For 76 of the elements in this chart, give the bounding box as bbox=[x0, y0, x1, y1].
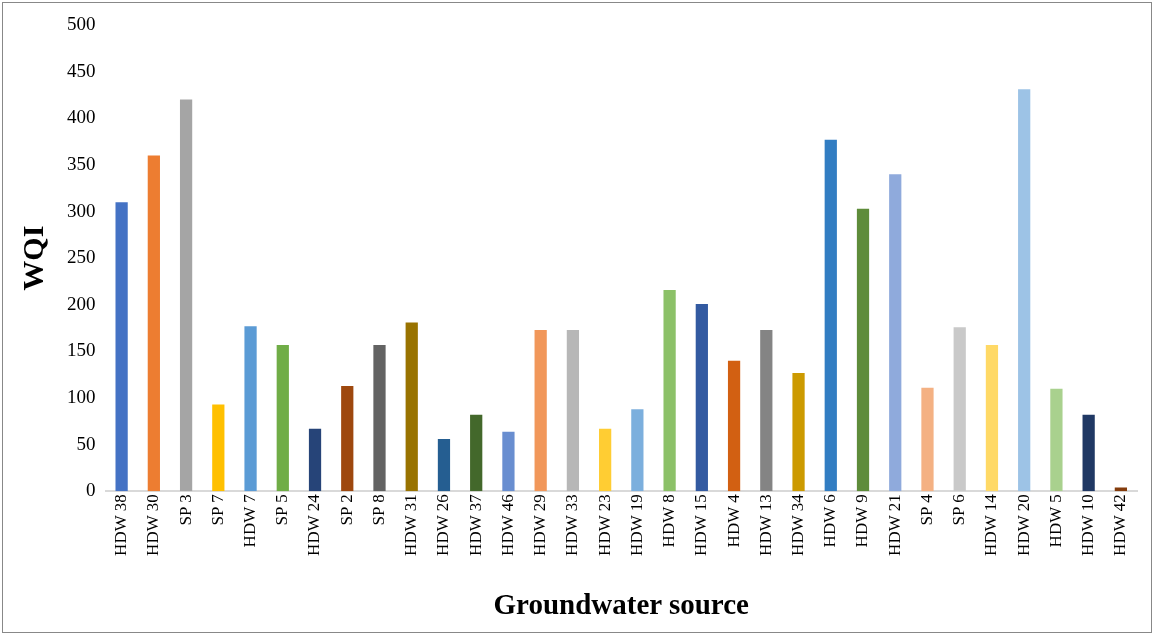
bar bbox=[437, 439, 451, 492]
y-tick-label: 100 bbox=[67, 386, 96, 408]
x-tick-label: SP 7 bbox=[207, 493, 227, 526]
x-tick-label: SP 4 bbox=[916, 493, 936, 526]
bar bbox=[502, 431, 515, 492]
bar bbox=[631, 409, 644, 492]
bar bbox=[470, 414, 483, 492]
bar bbox=[695, 303, 708, 492]
y-tick-label: 350 bbox=[67, 152, 96, 174]
y-tick-label: 400 bbox=[67, 106, 96, 128]
x-tick-label: SP 2 bbox=[336, 494, 356, 526]
bar bbox=[179, 99, 193, 492]
bar bbox=[824, 139, 837, 492]
bar bbox=[953, 327, 966, 492]
bar bbox=[599, 428, 612, 492]
y-tick-label: 0 bbox=[86, 479, 96, 501]
y-tick-label: 50 bbox=[76, 432, 96, 454]
x-tick-label: SP 8 bbox=[368, 494, 388, 526]
x-tick-label: HDW 13 bbox=[755, 494, 775, 556]
y-tick-label: 500 bbox=[67, 12, 96, 34]
y-tick-label: 200 bbox=[67, 292, 96, 314]
y-tick-label: 250 bbox=[67, 246, 96, 268]
y-tick-label: 300 bbox=[67, 199, 96, 221]
x-tick-label: HDW 38 bbox=[111, 494, 131, 556]
bar bbox=[212, 404, 225, 492]
bar bbox=[1050, 388, 1063, 492]
bar bbox=[1018, 89, 1031, 492]
bar bbox=[760, 329, 773, 492]
y-tick-label: 450 bbox=[67, 59, 96, 81]
x-tick-label: HDW 5 bbox=[1045, 494, 1065, 548]
y-tick-label: 150 bbox=[67, 339, 96, 361]
bar bbox=[727, 360, 741, 492]
bar bbox=[534, 329, 547, 492]
x-tick-label: HDW 20 bbox=[1013, 494, 1033, 556]
bar bbox=[244, 326, 257, 492]
x-tick-label: HDW 19 bbox=[626, 494, 646, 556]
bar bbox=[373, 344, 386, 492]
x-tick-label: HDW 46 bbox=[497, 494, 517, 556]
y-axis-title: WQI bbox=[15, 225, 49, 291]
bar bbox=[308, 428, 322, 492]
x-axis-title: Groundwater source bbox=[493, 588, 750, 621]
x-tick-label: HDW 10 bbox=[1078, 494, 1098, 556]
bar bbox=[921, 387, 934, 492]
x-tick-label: HDW 7 bbox=[240, 493, 260, 548]
x-tick-label: HDW 31 bbox=[401, 494, 421, 556]
x-tick-label: HDW 34 bbox=[788, 493, 808, 556]
x-tick-label: HDW 33 bbox=[562, 494, 582, 556]
x-tick-label: HDW 21 bbox=[884, 494, 904, 556]
bar bbox=[405, 322, 418, 492]
x-tick-label: HDW 37 bbox=[465, 493, 485, 556]
bar bbox=[1082, 414, 1095, 492]
x-tick-label: HDW 15 bbox=[691, 494, 711, 556]
bar bbox=[856, 208, 870, 492]
bar bbox=[276, 344, 289, 492]
x-tick-label: SP 3 bbox=[175, 494, 195, 526]
x-tick-label: HDW 14 bbox=[981, 493, 1001, 556]
bar bbox=[663, 289, 676, 492]
x-tick-label: HDW 8 bbox=[659, 494, 679, 548]
bar bbox=[566, 329, 580, 492]
x-tick-label: HDW 29 bbox=[530, 494, 550, 556]
bar bbox=[985, 344, 999, 492]
x-tick-label: HDW 24 bbox=[304, 493, 324, 556]
x-tick-label: SP 6 bbox=[949, 494, 969, 526]
x-tick-label: SP 5 bbox=[272, 494, 292, 526]
x-tick-label: HDW 4 bbox=[723, 493, 743, 548]
bar bbox=[341, 385, 354, 492]
bar bbox=[147, 155, 160, 492]
x-tick-label: HDW 30 bbox=[143, 494, 163, 556]
bar bbox=[792, 372, 805, 492]
x-tick-label: HDW 9 bbox=[852, 494, 872, 548]
x-tick-label: HDW 26 bbox=[433, 494, 453, 556]
bar bbox=[889, 174, 902, 492]
x-tick-label: HDW 23 bbox=[594, 494, 614, 556]
x-tick-label: HDW 42 bbox=[1110, 494, 1130, 556]
bar bbox=[115, 202, 128, 492]
x-tick-label: HDW 6 bbox=[820, 494, 840, 548]
